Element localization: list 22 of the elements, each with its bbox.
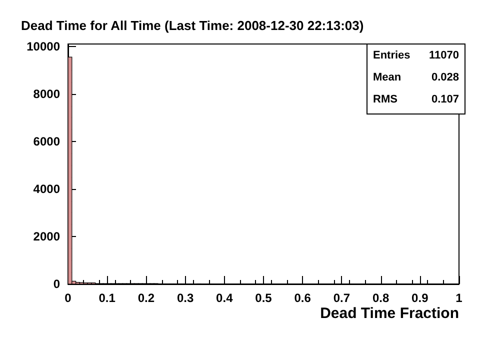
x-tick-label: 0.7 <box>333 291 350 305</box>
x-tick-label: 0.3 <box>176 291 194 305</box>
x-tick-label: 0.8 <box>372 291 390 305</box>
x-tick-label: 0.4 <box>216 291 234 305</box>
y-tick-label: 6000 <box>33 134 60 148</box>
x-tick-label: 0 <box>64 291 72 305</box>
y-tick-label: 2000 <box>33 229 60 244</box>
x-tick-label: 0.6 <box>294 291 312 305</box>
y-tick-label: 8000 <box>33 86 60 101</box>
y-tick-label: 0 <box>53 277 60 291</box>
y-tick-label: 10000 <box>26 39 60 54</box>
x-tick-label: 0.1 <box>98 291 116 305</box>
x-tick-label: 0.2 <box>138 291 155 305</box>
x-axis-title: Dead Time Fraction <box>320 305 459 322</box>
x-tick-label: 0.9 <box>412 291 429 305</box>
text: Mean 0.028 <box>373 72 459 84</box>
chart-title: Dead Time for All Time (Last Time: 2008-12-30 22:13:03) <box>21 18 364 33</box>
x-tick-label: 0.5 <box>255 291 272 305</box>
x-tick-label: 1 <box>456 291 463 305</box>
text: RMS 0.107 <box>373 94 459 106</box>
text: Entries 11070 <box>373 50 459 62</box>
y-tick-label: 4000 <box>33 182 60 196</box>
